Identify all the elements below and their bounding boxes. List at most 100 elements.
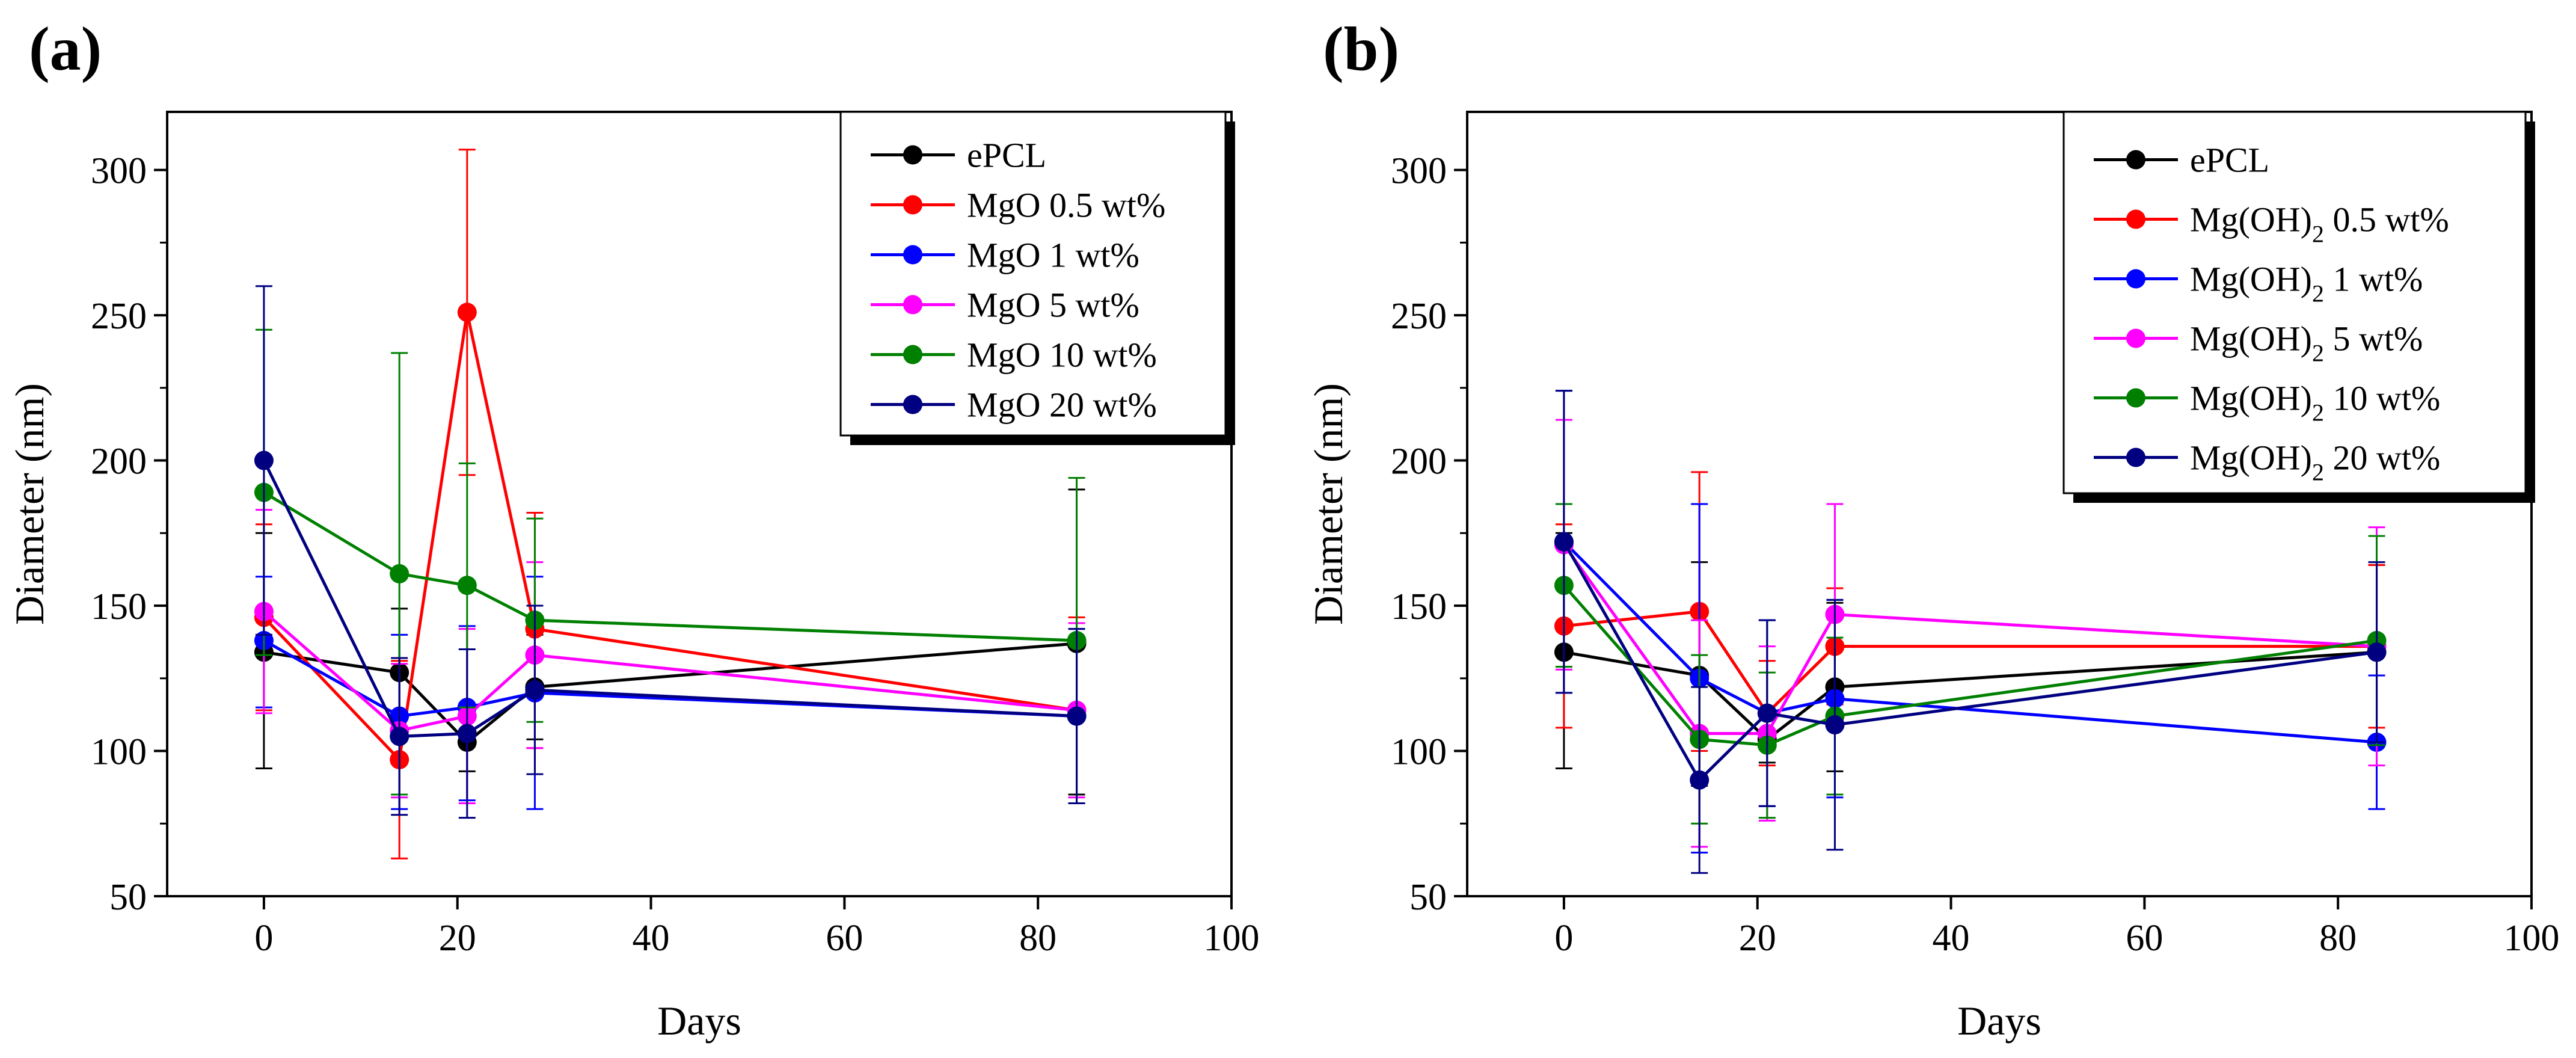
x-tick-label: 40 [1933,918,1970,959]
legend-item-s05: MgO 0.5 wt% [871,186,1165,225]
legend-label: ePCL [2190,141,2269,180]
legend-item-s10: MgO 10 wt% [871,336,1157,375]
x-tick-label: 100 [1204,918,1260,959]
y-tick-label: 250 [1391,296,1447,337]
y-tick-label: 50 [1409,877,1447,918]
series-s05 [1554,471,2387,767]
y-tick-label: 250 [91,296,147,337]
series-s20 [1554,390,2387,874]
plot-frame-b [1466,111,2533,897]
y-tick-label: 150 [1391,586,1447,627]
legend-marker [2126,447,2145,467]
y-axis-label-a: Diameter (nm) [7,383,52,625]
x-tick-label: 60 [826,918,863,959]
legend-label: Mg(OH)2 0.5 wt% [2190,200,2449,248]
x-axis-label-a: Days [657,998,741,1044]
data-point [2367,642,2387,662]
x-tick-label: 20 [439,918,476,959]
series-s5 [254,509,1087,804]
legend-marker [2126,328,2145,348]
y-tick-label: 200 [91,441,147,482]
y-axis-label-b: Diameter (nm) [1305,383,1351,625]
legend-label: MgO 0.5 wt% [967,186,1165,225]
data-point [390,564,409,583]
y-tick-label: 100 [91,732,147,773]
x-tick-label: 0 [1554,918,1573,959]
panel-label-b: (b) [1323,14,1399,84]
data-point [254,451,274,470]
legend-item-ePCL: ePCL [2094,141,2269,180]
data-point [1067,706,1087,726]
axis-ticks-a: 0 20 40 60 80 100 50 100 150 200 250 300 [91,151,1260,959]
legend-item-s5: Mg(OH)2 5 wt% [2094,319,2423,367]
series-line [263,491,1077,642]
series-s10 [1554,503,2387,825]
legend-a: ePCL MgO 0.5 wt% MgO 1 wt% MgO 5 wt% MgO 10 … [839,111,1235,445]
legend-item-ePCL: ePCL [871,136,1046,175]
legend-marker [903,395,922,414]
legend-label: Mg(OH)2 20 wt% [2190,438,2440,486]
legend-label: MgO 20 wt% [967,386,1157,425]
y-tick-label: 150 [91,586,147,627]
legend-label: Mg(OH)2 1 wt% [2190,260,2423,307]
x-tick-label: 60 [2126,918,2163,959]
legend-label: MgO 1 wt% [967,236,1139,275]
legend-marker [2126,209,2145,229]
legend-item-s10: Mg(OH)2 10 wt% [2094,379,2440,426]
axis-ticks-b: 0 20 40 60 80 100 50 100 150 200 250 300 [1391,151,2560,959]
legend-marker [2126,150,2145,170]
legend-marker [2126,388,2145,408]
plot-frame-a [166,111,1233,897]
legend-marker [903,295,922,315]
data-point [390,727,409,746]
legend-box [2062,111,2527,494]
legend-b: ePCL Mg(OH)2 0.5 wt% Mg(OH)2 1 wt% Mg(OH)2 … [2062,111,2535,503]
legend-label: Mg(OH)2 10 wt% [2190,379,2440,426]
y-tick-label: 50 [109,877,147,918]
legend-marker [903,245,922,265]
x-tick-label: 0 [254,918,273,959]
x-tick-label: 20 [1739,918,1776,959]
data-point [1757,703,1777,723]
x-tick-label: 100 [2504,918,2560,959]
y-tick-label: 200 [1391,441,1447,482]
x-tick-label: 40 [633,918,670,959]
chart-panel-a: (a) 0 20 40 60 80 100 50 100 150 200 250 300 ePCL Mg… [7,14,1260,1044]
data-point [1690,770,1710,790]
y-tick-label: 300 [91,151,147,192]
data-point [457,724,477,743]
data-point [1825,715,1845,735]
series-group-a [254,149,1087,860]
legend-label: ePCL [967,136,1046,175]
x-tick-label: 80 [1019,918,1056,959]
series-s20 [254,285,1087,819]
series-ePCL [254,488,1087,796]
legend-item-s1: MgO 1 wt% [871,236,1139,275]
legend-item-s20: MgO 20 wt% [871,386,1157,425]
legend-marker [903,145,922,165]
legend-item-s5: MgO 5 wt% [871,286,1139,325]
legend-label: MgO 5 wt% [967,286,1139,325]
legend-marker [903,345,922,364]
data-point [525,680,545,700]
x-axis-label-b: Days [1957,998,2041,1044]
y-tick-label: 300 [1391,151,1447,192]
series-group-b [1554,390,2387,874]
legend-marker [903,195,922,215]
chart-panel-b: (b) 0 20 40 60 80 100 50 100 150 200 250 300 ePCL Mg… [1305,14,2560,1044]
panel-label-a: (a) [29,14,102,84]
legend-item-s1: Mg(OH)2 1 wt% [2094,260,2423,307]
data-point [457,303,477,322]
data-point [457,576,477,595]
x-tick-label: 80 [2319,918,2357,959]
data-point [1554,532,1574,552]
legend-item-s05: Mg(OH)2 0.5 wt% [2094,200,2449,248]
legend-item-s20: Mg(OH)2 20 wt% [2094,438,2440,486]
legend-label: Mg(OH)2 5 wt% [2190,319,2423,367]
y-tick-label: 100 [1391,732,1447,773]
legend-marker [2126,269,2145,289]
series-line [262,460,1077,738]
legend-label: MgO 10 wt% [967,336,1157,375]
legend-box [839,111,1227,437]
